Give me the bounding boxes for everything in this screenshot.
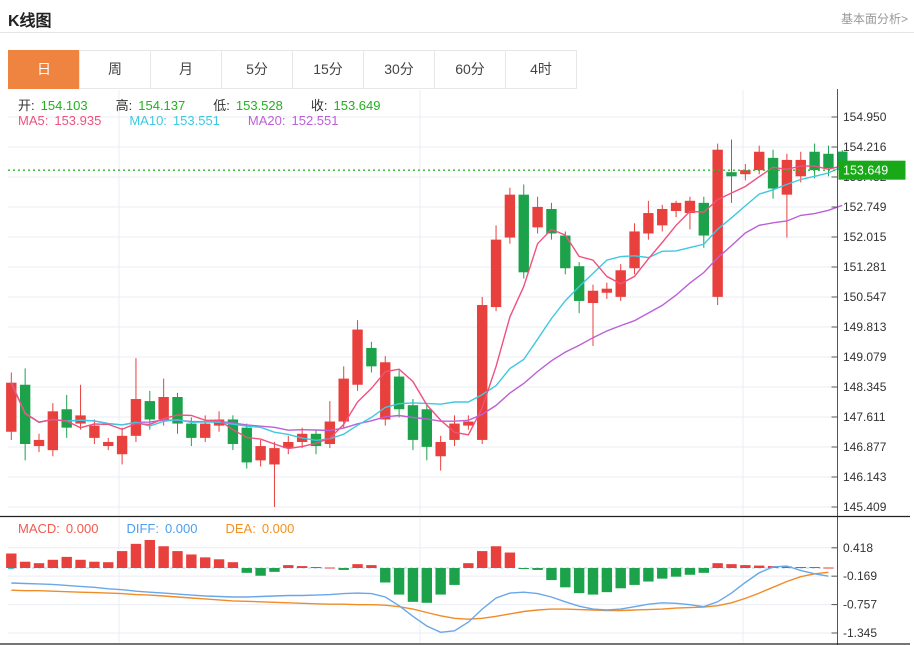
macd-tick-label: -0.757 [843, 598, 877, 612]
tab-日[interactable]: 日 [8, 50, 80, 89]
ohlc-item: 开: 154.103 [18, 98, 94, 113]
price-tick-label: 149.813 [843, 320, 887, 334]
page-header: K线图 基本面分析> [0, 0, 914, 33]
ma-item: MA10: 153.551 [129, 113, 226, 128]
kline-chart-canvas[interactable]: 154.950154.216153.482152.749152.015151.2… [0, 88, 914, 645]
price-tick-label: 147.611 [843, 410, 886, 424]
current-price-badge-value: 153.649 [843, 164, 888, 178]
ma-label: MA20: [247, 113, 286, 128]
ma-value: 153.551 [172, 113, 220, 128]
macd-label: DEA: [225, 521, 256, 536]
ohlc-value: 154.137 [138, 98, 186, 113]
dea-line [11, 571, 829, 620]
page-title: K线图 [8, 13, 52, 30]
period-tab-bar: 日周月 5分 15分 30分 60分 4时 [8, 50, 577, 89]
ohlc-item: 高: 154.137 [116, 98, 192, 113]
macd-tick-label: -0.169 [843, 569, 877, 583]
price-tick-label: 154.216 [843, 140, 887, 154]
ma-value: 153.935 [54, 113, 102, 128]
price-tick-label: 152.749 [843, 200, 887, 214]
price-tick-label: 149.079 [843, 350, 887, 364]
current-price-badge [838, 160, 906, 180]
tab-15分[interactable]: 15分 [292, 50, 364, 89]
price-tick-label: 148.345 [843, 380, 887, 394]
tab-60分[interactable]: 60分 [434, 50, 506, 89]
ma-item: MA20: 152.551 [248, 113, 345, 128]
axis-layer: 154.950154.216153.482152.749152.015151.2… [0, 89, 910, 645]
ohlc-value: 153.528 [235, 98, 283, 113]
tab-4时[interactable]: 4时 [505, 50, 577, 89]
price-tick-label: 150.547 [843, 290, 887, 304]
ohlc-value: 154.103 [40, 98, 88, 113]
price-tick-label: 146.877 [843, 440, 887, 454]
ma-item: MA5: 153.935 [18, 113, 107, 128]
ma20-line [10, 204, 843, 432]
macd-tick-label: 0.418 [843, 541, 873, 555]
macd-value: 0.000 [164, 521, 198, 536]
price-tick-label: 152.015 [843, 230, 887, 244]
macd-tick-label: -1.345 [843, 626, 877, 640]
ma10-line [10, 165, 843, 442]
macd-layer [6, 539, 836, 634]
macd-item: MACD: 0.000 [18, 521, 104, 536]
price-tick-label: 151.281 [843, 260, 887, 274]
tab-周[interactable]: 周 [79, 50, 151, 89]
ohlc-item: 低: 153.528 [213, 98, 289, 113]
macd-label: MACD: [18, 521, 60, 536]
diff-line [11, 565, 829, 634]
current-price-layer: 153.649 [8, 160, 906, 180]
price-tick-label: 146.143 [843, 470, 887, 484]
ma-value: 152.551 [291, 113, 339, 128]
ma-label: MA10: [129, 113, 167, 128]
ma-legend: MA5: 153.935 MA10: 153.551 MA20: 152.551 [18, 113, 367, 128]
ma-lines-layer [10, 165, 843, 450]
macd-legend: MACD: 0.000 DIFF: 0.000 DEA: 0.000 [18, 521, 322, 536]
tab-月[interactable]: 月 [150, 50, 222, 89]
ohlc-value: 153.649 [333, 98, 381, 113]
ohlc-label: 高: [115, 98, 133, 113]
fundamental-analysis-link[interactable]: 基本面分析> [840, 12, 908, 26]
ma5-line [10, 165, 843, 450]
tab-5分[interactable]: 5分 [221, 50, 293, 89]
macd-value: 0.000 [261, 521, 295, 536]
macd-label: DIFF: [126, 521, 159, 536]
ohlc-legend: 开: 154.103 高: 154.137 低: 153.528 收: 153.649 [18, 95, 409, 114]
tab-30分[interactable]: 30分 [363, 50, 435, 89]
macd-value: 0.000 [65, 521, 99, 536]
ohlc-label: 收: [310, 98, 328, 113]
ma-label: MA5: [18, 113, 49, 128]
price-tick-label: 154.950 [843, 110, 887, 124]
macd-item: DEA: 0.000 [225, 521, 300, 536]
candles-layer [6, 139, 848, 507]
ohlc-item: 收: 153.649 [311, 98, 387, 113]
price-tick-label: 145.409 [843, 500, 887, 514]
macd-item: DIFF: 0.000 [126, 521, 203, 536]
ohlc-label: 开: [18, 98, 35, 113]
ohlc-label: 低: [213, 98, 230, 113]
